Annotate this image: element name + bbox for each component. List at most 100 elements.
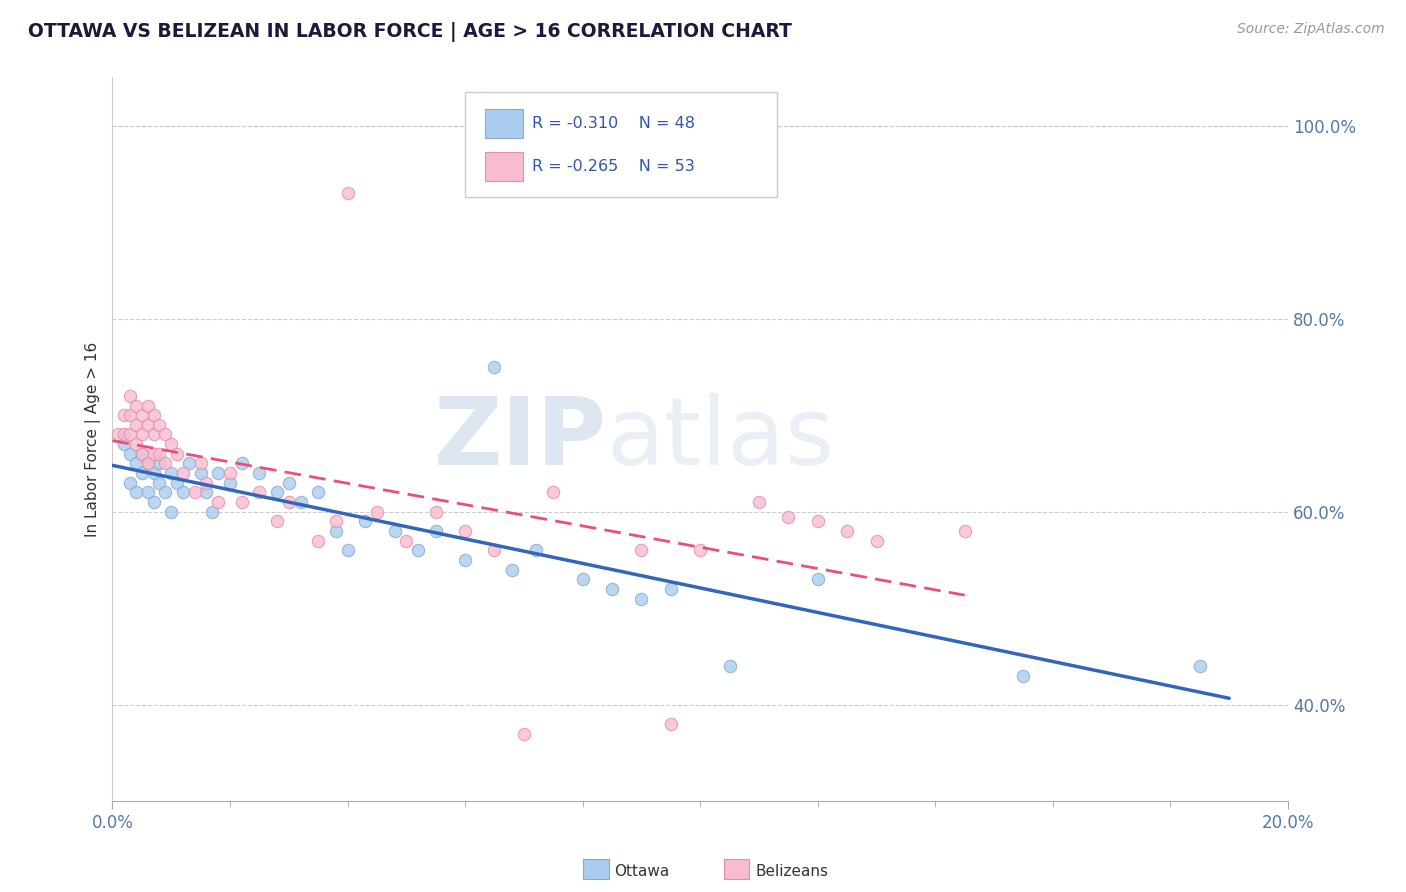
FancyBboxPatch shape	[485, 109, 523, 137]
Point	[501, 563, 523, 577]
Text: Ottawa: Ottawa	[614, 864, 669, 879]
Point	[148, 457, 170, 471]
Point	[201, 505, 224, 519]
Point	[160, 505, 183, 519]
Point	[807, 572, 830, 586]
Point	[107, 427, 129, 442]
Point	[290, 495, 312, 509]
Point	[325, 514, 347, 528]
Text: ZIP: ZIP	[433, 393, 606, 485]
Point	[118, 475, 141, 490]
Point	[112, 437, 135, 451]
Point	[190, 466, 212, 480]
Text: atlas: atlas	[606, 393, 834, 485]
Point	[336, 186, 359, 201]
Point	[837, 524, 859, 538]
Text: Source: ZipAtlas.com: Source: ZipAtlas.com	[1237, 22, 1385, 37]
Point	[166, 475, 188, 490]
Point	[277, 475, 299, 490]
Point	[630, 591, 652, 606]
Text: OTTAWA VS BELIZEAN IN LABOR FORCE | AGE > 16 CORRELATION CHART: OTTAWA VS BELIZEAN IN LABOR FORCE | AGE …	[28, 22, 792, 42]
Point	[247, 485, 270, 500]
Point	[148, 447, 170, 461]
Point	[325, 524, 347, 538]
Point	[136, 417, 159, 432]
Point	[384, 524, 406, 538]
Point	[125, 457, 148, 471]
Point	[131, 447, 153, 461]
Point	[630, 543, 652, 558]
Point	[136, 485, 159, 500]
Point	[125, 485, 148, 500]
FancyBboxPatch shape	[465, 92, 776, 197]
Point	[118, 447, 141, 461]
Point	[125, 417, 148, 432]
Point	[207, 495, 229, 509]
Point	[160, 466, 183, 480]
Point	[172, 466, 194, 480]
Point	[112, 408, 135, 422]
Point	[484, 359, 506, 374]
Point	[718, 659, 741, 673]
Point	[366, 505, 388, 519]
Point	[136, 399, 159, 413]
Point	[160, 437, 183, 451]
Point	[953, 524, 976, 538]
Point	[125, 399, 148, 413]
Point	[190, 457, 212, 471]
Point	[118, 389, 141, 403]
Point	[112, 427, 135, 442]
Point	[513, 726, 536, 740]
Point	[659, 717, 682, 731]
Point	[454, 553, 477, 567]
Point	[541, 485, 564, 500]
Point	[425, 505, 447, 519]
Text: R = -0.310    N = 48: R = -0.310 N = 48	[531, 116, 695, 130]
Point	[247, 466, 270, 480]
Point	[172, 485, 194, 500]
Point	[807, 514, 830, 528]
Point	[183, 485, 205, 500]
Point	[266, 485, 288, 500]
Point	[277, 495, 299, 509]
Point	[155, 427, 177, 442]
Point	[142, 466, 165, 480]
Y-axis label: In Labor Force | Age > 16: In Labor Force | Age > 16	[86, 342, 101, 537]
Point	[207, 466, 229, 480]
Point	[1012, 669, 1035, 683]
Text: R = -0.265    N = 53: R = -0.265 N = 53	[531, 159, 695, 174]
Point	[748, 495, 770, 509]
Point	[136, 457, 159, 471]
Point	[131, 466, 153, 480]
Point	[177, 457, 200, 471]
Point	[659, 582, 682, 596]
Point	[131, 408, 153, 422]
FancyBboxPatch shape	[485, 152, 523, 181]
Point	[142, 447, 165, 461]
Point	[195, 475, 218, 490]
Point	[231, 457, 253, 471]
Point	[131, 427, 153, 442]
Point	[148, 417, 170, 432]
Point	[118, 408, 141, 422]
Point	[1188, 659, 1211, 673]
Point	[307, 533, 329, 548]
Point	[166, 447, 188, 461]
Point	[155, 485, 177, 500]
Point	[778, 509, 800, 524]
Point	[454, 524, 477, 538]
Point	[425, 524, 447, 538]
Point	[125, 437, 148, 451]
Point	[118, 427, 141, 442]
Point	[406, 543, 429, 558]
Point	[354, 514, 377, 528]
Text: Belizeans: Belizeans	[755, 864, 828, 879]
Point	[142, 408, 165, 422]
Point	[136, 457, 159, 471]
Point	[148, 475, 170, 490]
Point	[131, 447, 153, 461]
Point	[336, 543, 359, 558]
Point	[524, 543, 547, 558]
Point	[600, 582, 623, 596]
Point	[266, 514, 288, 528]
